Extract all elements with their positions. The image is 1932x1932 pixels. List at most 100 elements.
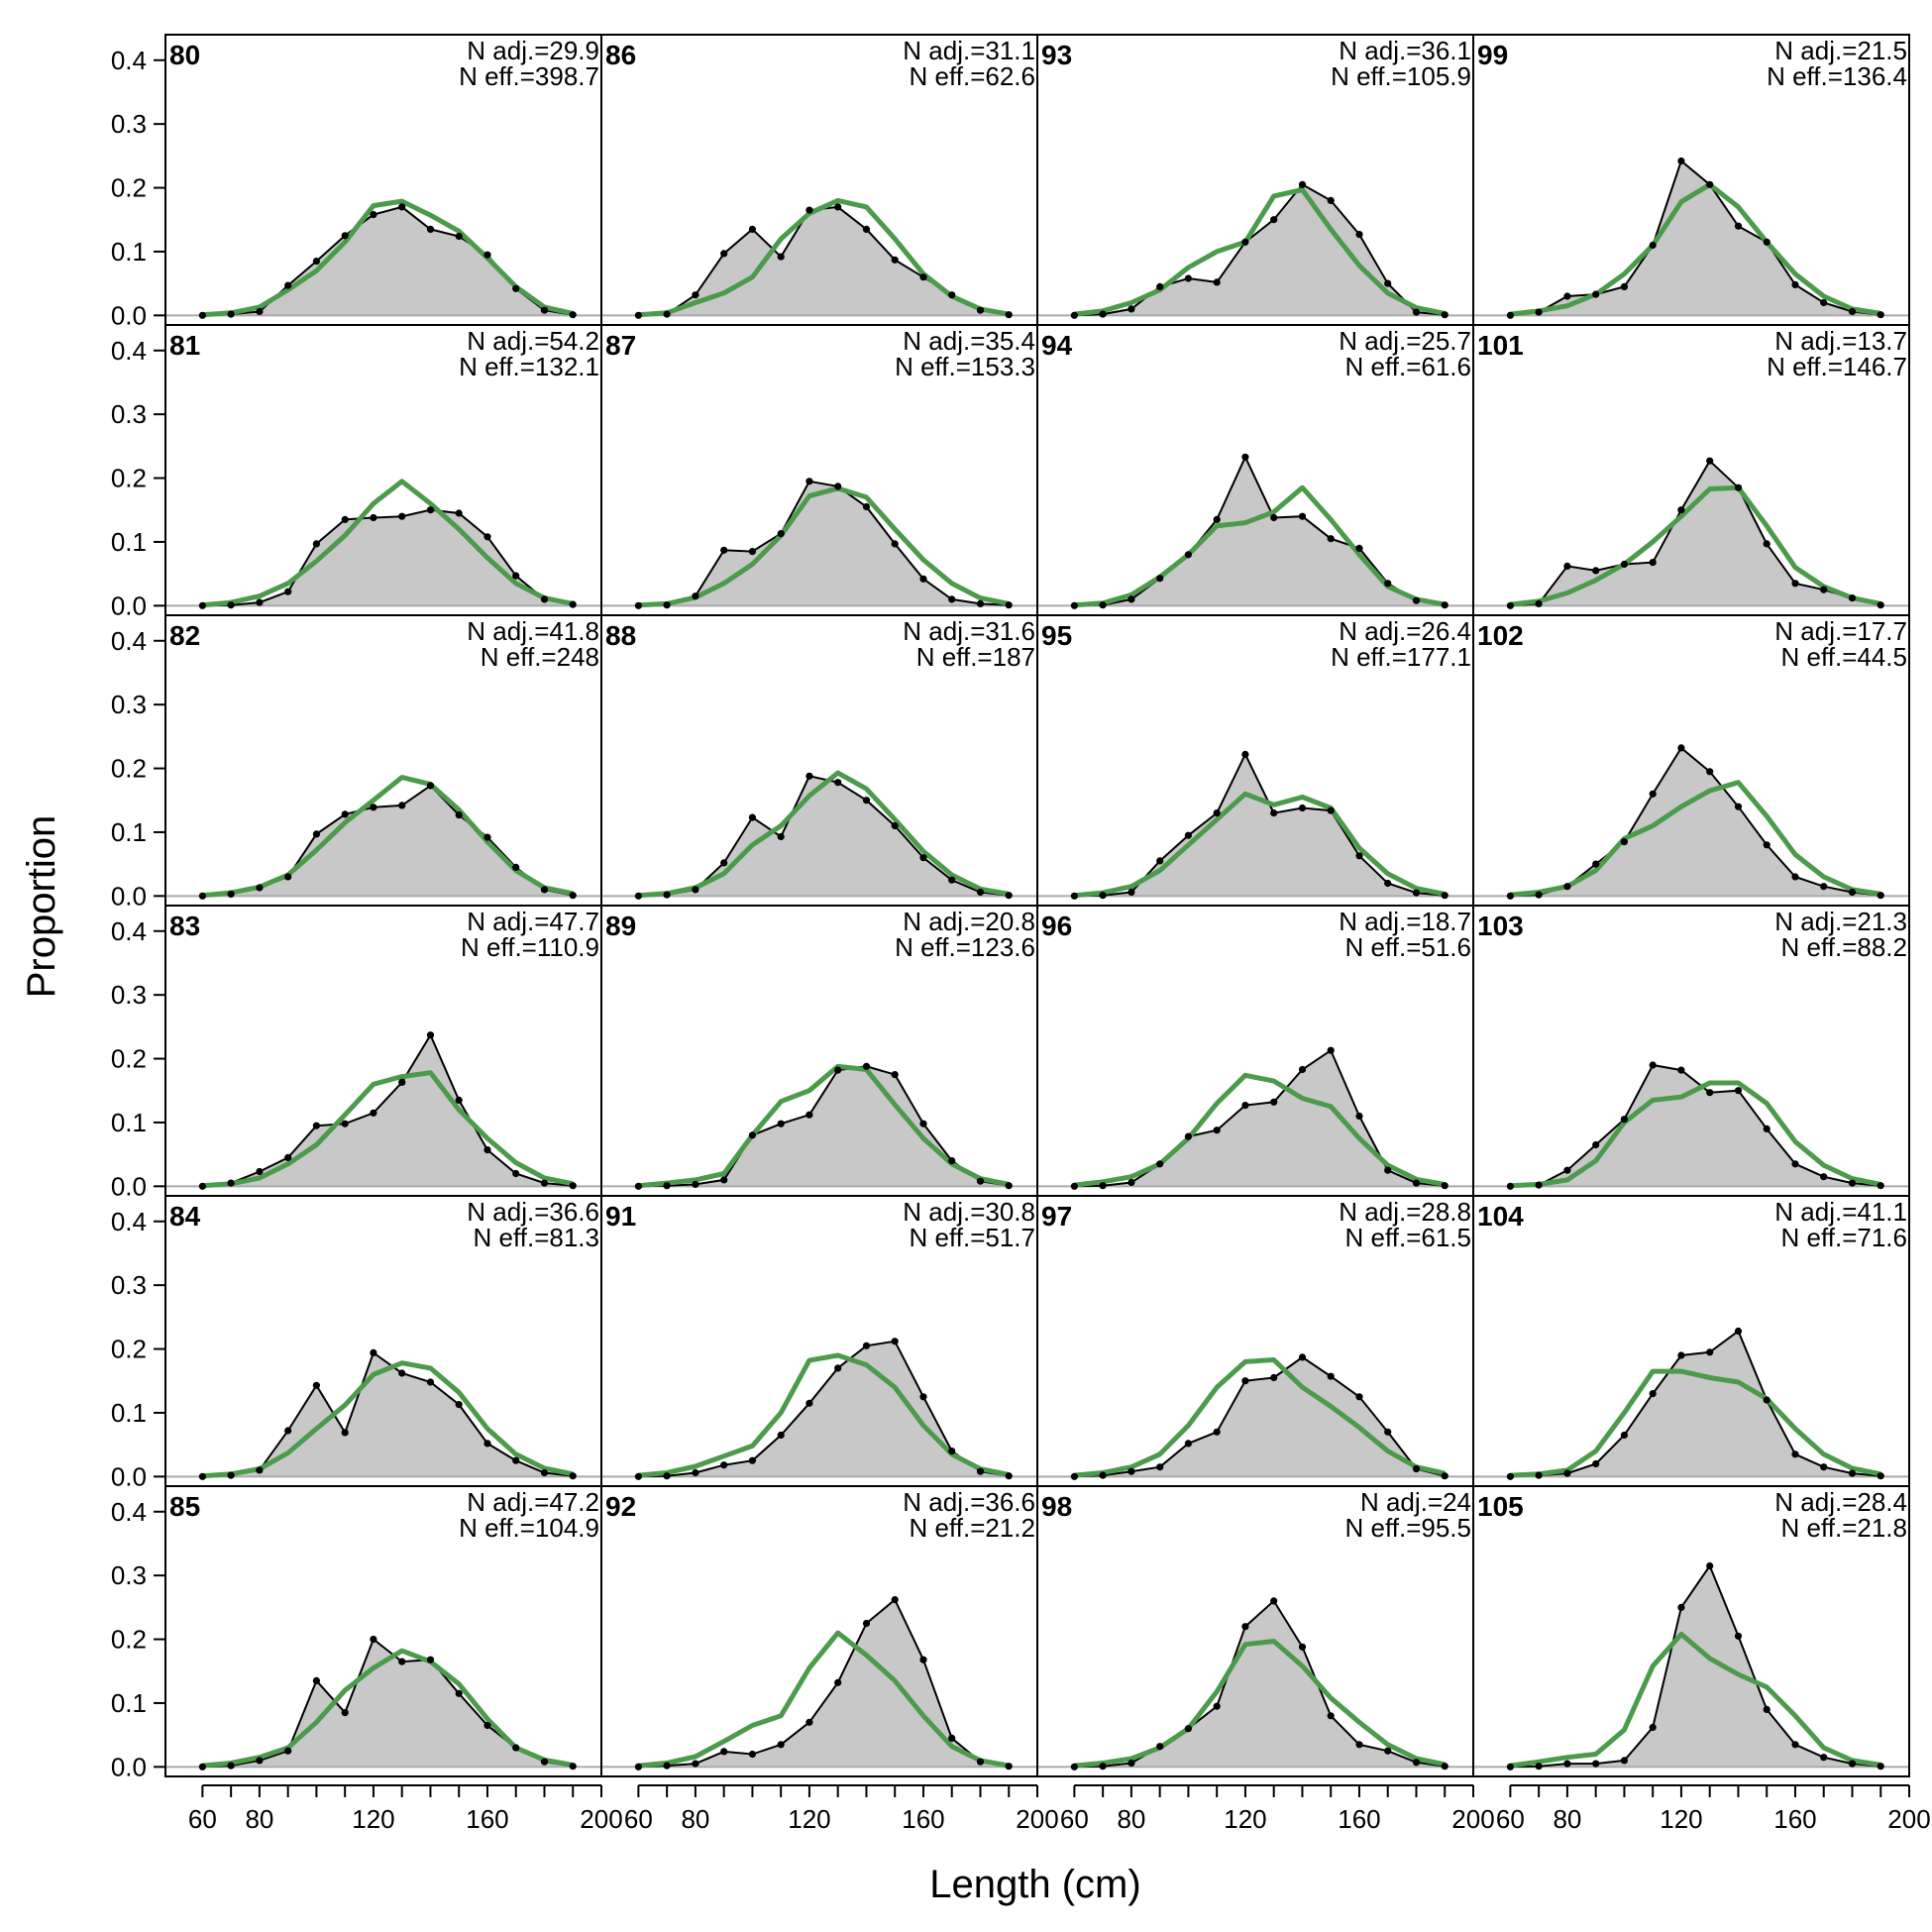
panel-80: 80 N adj.=29.9N eff.=398.7: [164, 34, 602, 326]
observed-point: [1355, 1393, 1363, 1401]
observed-point: [1563, 883, 1571, 891]
observed-point: [1005, 1472, 1013, 1480]
observed-point: [398, 1369, 406, 1377]
observed-point: [455, 1401, 463, 1409]
observed-point: [1877, 601, 1884, 609]
observed-line: [638, 480, 1010, 607]
observed-point: [1706, 768, 1714, 776]
observed-point: [1184, 1725, 1192, 1733]
panel-label: 95: [1041, 620, 1072, 651]
observed-line: [1510, 159, 1881, 317]
observed-point: [891, 1338, 899, 1345]
observed-point: [1677, 157, 1685, 165]
observed-point: [976, 1177, 985, 1185]
observed-line: [1510, 1563, 1881, 1769]
observed-point: [1270, 1597, 1278, 1605]
observed-point: [748, 813, 757, 821]
observed-point: [948, 1157, 956, 1165]
observed-point: [1848, 594, 1857, 602]
expected-line: [638, 197, 1010, 318]
observed-point: [1734, 1632, 1743, 1640]
n-adj-label: N adj.=36.6: [903, 1487, 1035, 1517]
y-tick-label: 0.3: [111, 109, 147, 139]
n-eff-label: N eff.=95.5: [1345, 1513, 1471, 1543]
observed-point: [748, 548, 757, 556]
n-eff-label: N eff.=248: [481, 642, 599, 672]
observed-point: [692, 1760, 699, 1768]
observed-line: [1074, 1355, 1446, 1478]
observed-point: [1241, 1102, 1249, 1110]
y-tick-label: 0.4: [111, 46, 147, 75]
y-tick-label: 0.2: [111, 1335, 147, 1364]
observed-point: [198, 601, 206, 609]
observed-point: [256, 598, 264, 606]
observed-point: [1298, 180, 1307, 188]
panel-87: 87 N adj.=35.4N eff.=153.3: [600, 324, 1038, 616]
observed-point: [312, 1122, 320, 1129]
observed-point: [1156, 282, 1164, 290]
panel-label: 85: [169, 1491, 200, 1522]
observed-point: [1506, 601, 1514, 609]
panel-99: 99 N adj.=21.5N eff.=136.4: [1472, 34, 1910, 326]
observed-point: [483, 1146, 491, 1154]
n-eff-label: N eff.=110.9: [461, 932, 599, 962]
expected-line: [202, 479, 574, 608]
observed-area: [1074, 184, 1446, 316]
observed-point: [398, 1658, 406, 1665]
observed-point: [834, 1364, 842, 1372]
observed-point: [1213, 809, 1221, 817]
n-eff-label: N eff.=104.9: [459, 1513, 599, 1543]
x-tick-label: 80: [1117, 1804, 1145, 1834]
observed-point: [1820, 1754, 1828, 1762]
n-eff-label: N eff.=88.2: [1781, 932, 1907, 962]
observed-point: [341, 1709, 349, 1717]
observed-line: [1074, 1599, 1446, 1769]
observed-point: [663, 891, 671, 899]
observed-point: [569, 892, 577, 900]
observed-point: [1649, 1390, 1657, 1398]
expected-line: [1510, 1631, 1881, 1769]
n-eff-label: N eff.=177.1: [1331, 642, 1471, 672]
observed-area: [1510, 461, 1881, 606]
observed-point: [1706, 1348, 1714, 1356]
y-tick-label: 0.3: [111, 1270, 147, 1300]
x-tick-label: 60: [624, 1804, 653, 1834]
observed-point: [1592, 567, 1600, 575]
n-eff-label: N eff.=123.6: [895, 932, 1035, 962]
observed-point: [426, 506, 435, 514]
observed-point: [720, 1748, 728, 1756]
observed-point: [1535, 1181, 1543, 1189]
panel-105: 105 N adj.=28.4N eff.=21.8: [1472, 1485, 1910, 1777]
observed-area: [1074, 457, 1446, 606]
observed-line: [1510, 1063, 1881, 1188]
observed-point: [1127, 1178, 1135, 1187]
expected-line: [638, 1352, 1010, 1478]
panels: 80 N adj.=29.9N eff.=398.781 N adj.=54.2N …: [164, 34, 1910, 1777]
n-adj-label: N adj.=26.4: [1339, 616, 1471, 646]
observed-point: [1535, 891, 1543, 899]
observed-point: [1384, 879, 1392, 888]
observed-area: [202, 206, 574, 316]
x-tick-label: 120: [352, 1804, 394, 1834]
observed-area: [1510, 1565, 1881, 1768]
x-tick-label: 60: [1496, 1804, 1525, 1834]
panel-label: 93: [1041, 40, 1072, 70]
observed-line: [202, 1032, 574, 1188]
observed-point: [1156, 1463, 1164, 1471]
observed-point: [512, 863, 520, 872]
observed-point: [198, 1472, 206, 1480]
observed-point: [834, 1678, 842, 1686]
observed-point: [1184, 1132, 1192, 1140]
y-tick-label: 0.0: [111, 1752, 147, 1781]
y-tick-label: 0.4: [111, 1497, 147, 1527]
observed-point: [312, 830, 320, 838]
n-adj-label: N adj.=18.7: [1339, 907, 1471, 936]
observed-line: [638, 1598, 1010, 1769]
n-adj-label: N adj.=24: [1360, 1487, 1471, 1517]
observed-point: [284, 1427, 292, 1435]
y-axis: 0.0 0.1 0.2 0.3 0.4: [111, 1497, 165, 1781]
observed-point: [426, 1656, 435, 1664]
observed-point: [569, 600, 577, 608]
observed-point: [1791, 1450, 1799, 1458]
observed-point: [948, 876, 956, 884]
